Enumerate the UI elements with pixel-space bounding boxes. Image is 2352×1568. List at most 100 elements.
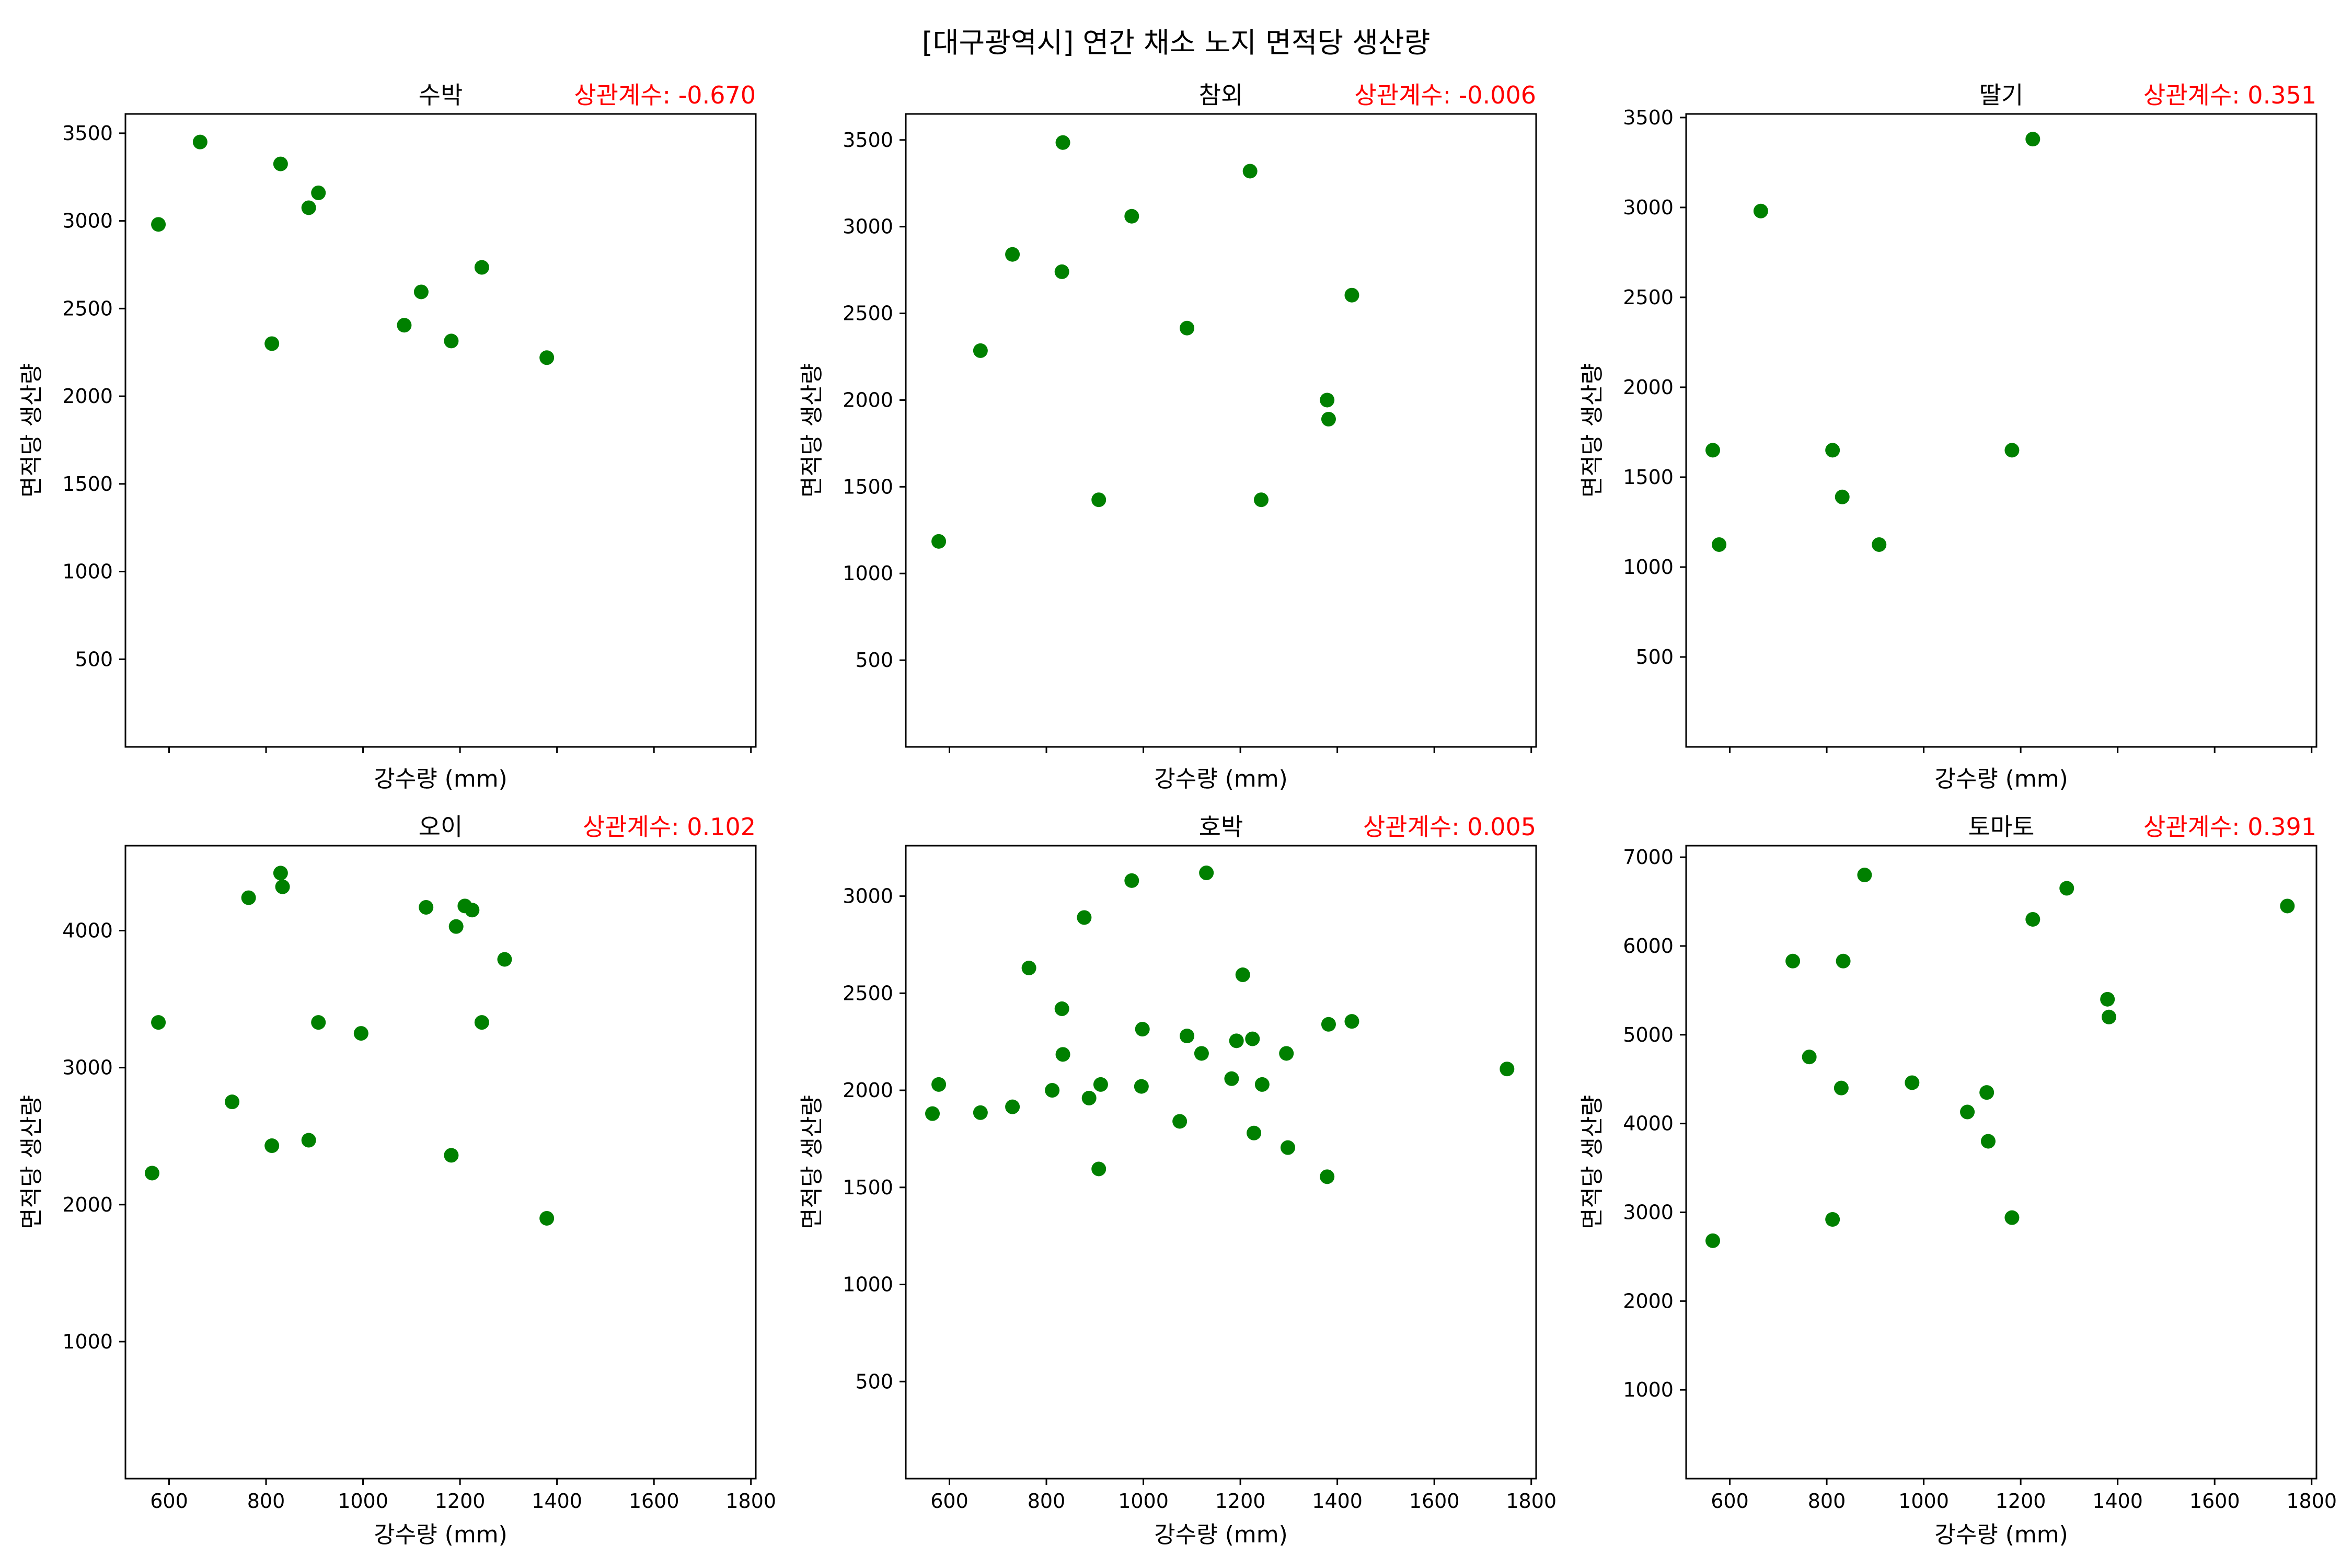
data-point — [1253, 492, 1269, 508]
data-point — [1281, 1140, 1296, 1155]
data-point — [1254, 1077, 1270, 1092]
x-tick-label: 800 — [1028, 1490, 1066, 1513]
correlation-label: 상관계수: 0.005 — [1363, 813, 1536, 841]
x-tick-label: 600 — [1711, 1490, 1749, 1513]
data-point — [1712, 537, 1727, 552]
subplot-2: 500 1000 1500 2000 2500 3000 3500 참외 상관계수: -0.00… — [799, 81, 1537, 792]
data-point — [1836, 953, 1851, 969]
x-tick-label: 1000 — [1898, 1490, 1949, 1513]
data-point — [497, 952, 512, 967]
x-tick-label: 1000 — [338, 1490, 388, 1513]
data-point — [2004, 1210, 2020, 1225]
data-point — [1321, 1017, 1336, 1032]
y-tick-label: 3500 — [843, 129, 893, 152]
data-point — [1134, 1079, 1149, 1094]
y-axis-label: 면적당 생산량 — [1579, 363, 1606, 498]
data-point — [1247, 1125, 1262, 1140]
y-axis-label: 면적당 생산량 — [1579, 1095, 1606, 1229]
y-axis-label: 면적당 생산량 — [18, 1095, 45, 1229]
y-tick-label: 1500 — [843, 475, 893, 498]
x-axis-label: 강수량 (mm) — [1154, 766, 1287, 792]
data-point — [1279, 1046, 1294, 1061]
data-point — [2280, 898, 2295, 914]
y-tick-label: 1500 — [1623, 466, 1674, 489]
data-point — [1905, 1075, 1920, 1090]
x-axis-label: 강수량 (mm) — [374, 1521, 507, 1548]
subplot-4: 600 800 1000 1200 1400 1600 1800 1000 2000 3000 40… — [18, 813, 776, 1548]
data-point — [1320, 393, 1335, 408]
x-tick-label: 1200 — [1215, 1490, 1266, 1513]
data-point — [1091, 1161, 1106, 1177]
y-tick-label: 4000 — [62, 919, 113, 942]
y-tick-label: 1000 — [843, 1273, 893, 1296]
data-point — [1229, 1033, 1244, 1048]
data-point — [465, 903, 480, 918]
data-point — [1500, 1062, 1515, 1077]
data-point — [397, 318, 412, 333]
data-point — [1857, 868, 1872, 883]
data-point — [1124, 873, 1139, 888]
data-point — [1199, 866, 1214, 881]
data-point — [2059, 881, 2074, 896]
axes-frame — [124, 113, 757, 748]
x-tick-label: 1200 — [1996, 1490, 2046, 1513]
data-point — [1093, 1077, 1108, 1092]
y-tick-label: 500 — [855, 1370, 893, 1393]
y-tick-label: 1000 — [1623, 556, 1674, 579]
data-point — [474, 1015, 489, 1030]
data-point — [539, 350, 555, 365]
data-point — [1785, 953, 1801, 969]
data-point — [2025, 132, 2040, 147]
y-tick-label: 2000 — [62, 1193, 113, 1216]
data-point — [1245, 1031, 1260, 1046]
x-tick-label: 1200 — [435, 1490, 486, 1513]
data-point — [264, 1138, 280, 1154]
data-point — [1705, 443, 1721, 458]
subplot-5: 600 800 1000 1200 1400 1600 1800 500 1000 1500 200… — [799, 813, 1557, 1548]
data-point — [1320, 1169, 1335, 1184]
data-point — [444, 1148, 459, 1163]
x-tick-label: 1000 — [1118, 1490, 1169, 1513]
subplot-3: 500 1000 1500 2000 2500 3000 3500 딸기 상관계수: 0.351… — [1579, 81, 2318, 792]
data-point — [301, 200, 316, 215]
data-point — [1194, 1046, 1209, 1061]
subplot-title: 토마토 — [1968, 813, 2035, 841]
y-tick-label: 2000 — [843, 388, 893, 411]
data-point — [275, 879, 290, 894]
data-point — [151, 217, 166, 232]
y-tick-label: 2500 — [1623, 286, 1674, 309]
data-point — [1242, 164, 1258, 179]
y-tick-label: 3000 — [1623, 196, 1674, 219]
data-point — [1802, 1050, 1817, 1065]
data-point — [973, 1105, 988, 1120]
data-point — [241, 890, 256, 905]
data-point — [448, 919, 464, 934]
data-point — [1045, 1083, 1060, 1098]
data-point — [145, 1166, 160, 1181]
correlation-label: 상관계수: 0.351 — [2143, 81, 2316, 109]
y-tick-label: 3000 — [1623, 1201, 1674, 1224]
x-tick-label: 1400 — [532, 1490, 582, 1513]
data-point — [1054, 1001, 1069, 1017]
y-tick-label: 3000 — [62, 1056, 113, 1079]
y-tick-label: 4000 — [1623, 1112, 1674, 1135]
data-point — [1825, 1212, 1840, 1227]
data-point — [192, 134, 207, 149]
y-tick-label: 2500 — [843, 982, 893, 1005]
data-point — [931, 1077, 947, 1092]
data-point — [1705, 1233, 1721, 1248]
y-tick-label: 1000 — [62, 560, 113, 583]
data-point — [444, 333, 459, 349]
x-tick-label: 1600 — [629, 1490, 679, 1513]
data-point — [225, 1094, 240, 1110]
y-tick-label: 2000 — [843, 1079, 893, 1102]
y-tick-label: 2500 — [62, 297, 113, 320]
data-point — [2101, 1009, 2116, 1024]
data-point — [1054, 264, 1069, 279]
data-point — [1872, 537, 1887, 552]
data-point — [301, 1133, 316, 1148]
axes-frame — [905, 845, 1537, 1480]
data-point — [2100, 991, 2115, 1007]
y-tick-label: 6000 — [1623, 935, 1674, 958]
